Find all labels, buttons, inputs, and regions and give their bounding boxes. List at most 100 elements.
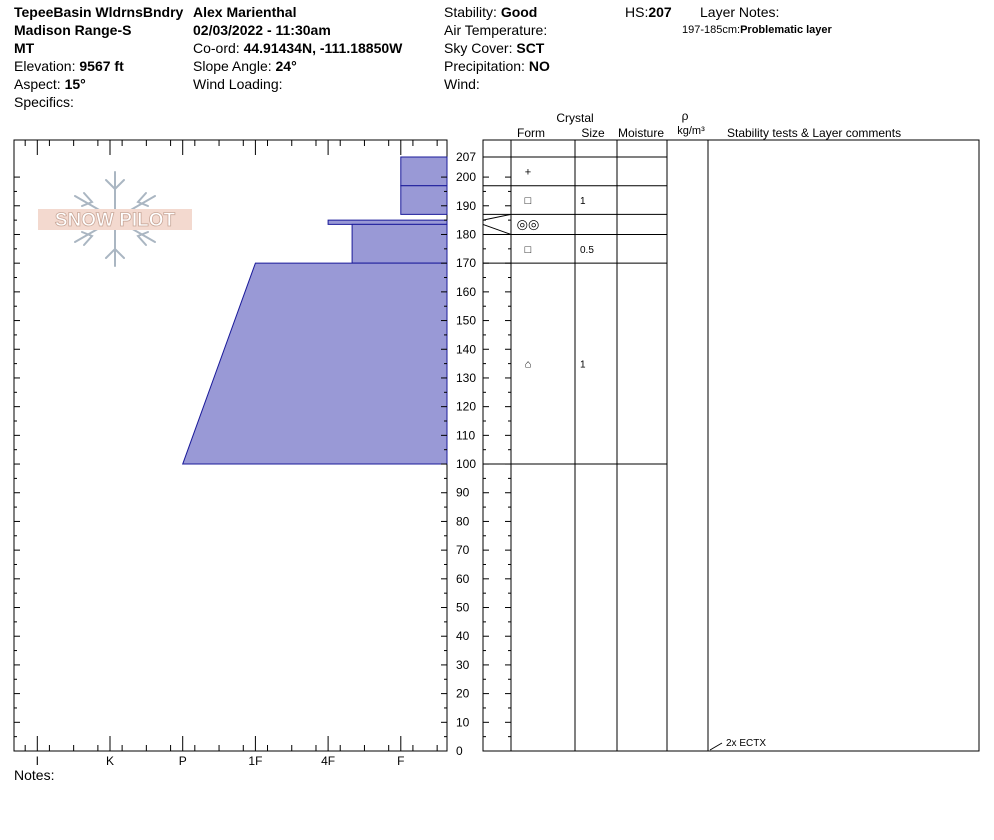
specifics-label: Specifics: (14, 94, 74, 110)
height-label-180: 180 (456, 227, 476, 241)
layer-rows: + □ 1 ◎◎ □ 0.5 ⌂ 1 (482, 156, 667, 465)
hardness-layer-3 (351, 223, 448, 264)
slope-angle-label: Slope Angle: (193, 58, 272, 74)
layer-note-text: Problematic layer (740, 24, 832, 36)
hardness-label-1F: 1F (248, 754, 262, 768)
height-label-90: 90 (456, 486, 470, 500)
elevation-label: Elevation: (14, 58, 76, 74)
logo-text: SNOW PILOT (55, 210, 176, 231)
size-header: Size (581, 126, 605, 140)
hardness-profile (181, 156, 448, 465)
layer-table (482, 139, 980, 752)
state: MT (14, 40, 35, 56)
test-label-0: 2x ECTX (726, 738, 766, 749)
height-label-50: 50 (456, 601, 470, 615)
layer-form-2: ◎◎ (517, 216, 540, 231)
layer-form-0: + (525, 166, 531, 178)
stability-tests: 2x ECTX (709, 738, 766, 751)
layer-connector-1 (482, 223, 512, 235)
layer-size-3: 0.5 (580, 245, 594, 256)
layer-form-4: ⌂ (525, 359, 532, 371)
hardness-layer-4 (181, 262, 448, 465)
slope-angle: Slope Angle: 24° (193, 58, 297, 74)
comments-header: Stability tests & Layer comments (727, 126, 901, 140)
precipitation-value: NO (528, 58, 550, 74)
height-label-30: 30 (456, 658, 470, 672)
hardness-layer-2 (327, 219, 448, 225)
layer-size-4: 1 (580, 360, 586, 371)
sky-cover-label: Sky Cover: (444, 40, 513, 56)
hardness-label-K: K (106, 754, 114, 768)
height-label-160: 160 (456, 285, 476, 299)
coordinates: Co-ord: 44.91434N, -111.18850W (193, 40, 402, 56)
elevation: Elevation: 9567 ft (14, 58, 124, 74)
hardness-layer-0 (400, 156, 448, 187)
hardness-axis-ticks (14, 140, 511, 752)
coordinates-label: Co-ord: (193, 40, 240, 56)
hardness-label-4F: 4F (321, 754, 335, 768)
sky-cover-value: SCT (516, 40, 545, 56)
layer-notes-label: Layer Notes: (700, 4, 780, 20)
height-label-70: 70 (456, 543, 470, 557)
height-axis-labels: 0 10 20 30 40 50 60 70 80 90 100 110 120 130 140 150 160… (456, 150, 476, 758)
logo-banner (38, 209, 192, 230)
height-label-0: 0 (456, 744, 463, 758)
snow-height-value: 207 (648, 4, 672, 20)
test-pointer-0 (709, 742, 723, 751)
layer-note: 197-185cm:Problematic layer (682, 24, 832, 37)
stability-value: Good (500, 4, 538, 20)
layer-table-frame (482, 139, 980, 752)
elevation-value: 9567 ft (79, 58, 124, 74)
height-label-207: 207 (456, 150, 476, 164)
location-name: TepeeBasin WldrnsBndry (14, 4, 184, 20)
stability: Stability: Good (444, 4, 537, 20)
stability-label: Stability: (444, 4, 497, 20)
slope-angle-value: 24° (275, 58, 297, 74)
layer-form-1: □ (525, 195, 532, 207)
wind-label: Wind: (444, 76, 480, 92)
sky-cover: Sky Cover: SCT (444, 40, 544, 56)
hardness-label-P: P (179, 754, 187, 768)
form-header: Form (517, 126, 545, 140)
layer-connector-0 (482, 213, 512, 221)
height-label-40: 40 (456, 629, 470, 643)
height-label-170: 170 (456, 256, 476, 270)
height-label-140: 140 (456, 342, 476, 356)
layer-note-range: 197-185cm: (682, 24, 741, 36)
height-label-10: 10 (456, 715, 470, 729)
height-label-200: 200 (456, 170, 476, 184)
layer-form-3: □ (525, 244, 532, 256)
crystal-header: Crystal (556, 111, 593, 125)
wind-loading-label: Wind Loading: (193, 76, 283, 92)
height-label-100: 100 (456, 457, 476, 471)
density-unit: kg/m³ (677, 125, 705, 137)
hardness-label-I: I (36, 754, 39, 768)
height-label-20: 20 (456, 687, 470, 701)
snow-height-label: HS: (625, 4, 649, 20)
mountain-range: Madison Range-S (14, 22, 132, 38)
coordinates-value: 44.91434N, -111.18850W (243, 40, 403, 56)
moisture-header: Moisture (618, 126, 664, 140)
aspect: Aspect: 15° (14, 76, 86, 92)
aspect-value: 15° (64, 76, 86, 92)
observation-datetime: 02/03/2022 - 11:30am (193, 22, 331, 38)
air-temperature-label: Air Temperature: (444, 22, 548, 38)
layer-size-1: 1 (580, 196, 586, 207)
height-label-120: 120 (456, 400, 476, 414)
snowpilot-logo: SNOW PILOT (38, 171, 192, 267)
height-label-60: 60 (456, 572, 470, 586)
hardness-axis-labels: I K P 1F 4F F (36, 754, 405, 768)
precipitation: Precipitation: NO (444, 58, 550, 74)
height-label-80: 80 (456, 514, 470, 528)
snow-height: HS:207 (625, 4, 672, 20)
precipitation-label: Precipitation: (444, 58, 525, 74)
notes-label: Notes: (14, 767, 55, 783)
aspect-label: Aspect: (14, 76, 61, 92)
height-label-190: 190 (456, 199, 476, 213)
height-label-130: 130 (456, 371, 476, 385)
observer-name: Alex Marienthal (193, 4, 297, 20)
height-label-150: 150 (456, 314, 476, 328)
hardness-layer-1 (400, 185, 448, 215)
height-label-110: 110 (456, 428, 475, 442)
